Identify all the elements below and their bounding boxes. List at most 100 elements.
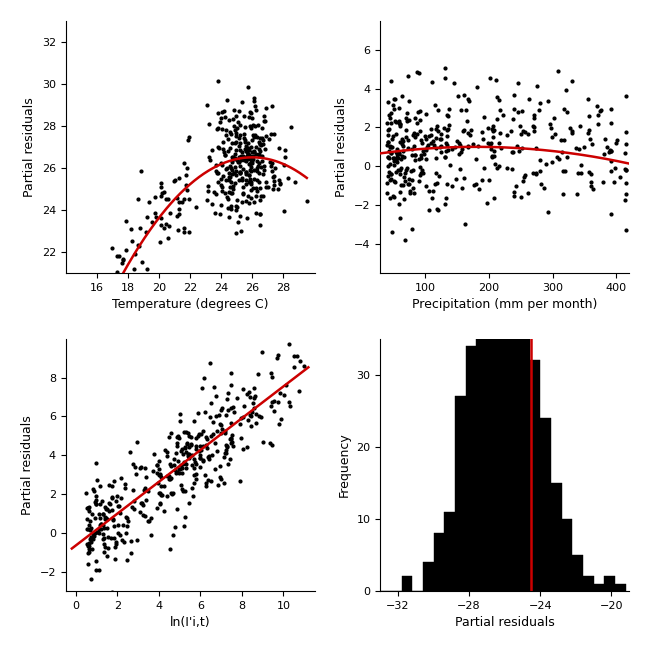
Point [541, 159, 551, 169]
Point [240, 196, 251, 206]
X-axis label: Precipitation (mm per month): Precipitation (mm per month) [412, 298, 597, 311]
Point [246, 135, 257, 146]
Point [443, 145, 453, 155]
Point [244, 120, 255, 131]
Point [200, 407, 211, 417]
Point [255, 412, 266, 423]
Point [612, 135, 622, 146]
Point [272, 183, 283, 194]
Point [509, 104, 519, 114]
Point [412, 67, 423, 77]
Point [94, 524, 104, 534]
Bar [455, 396, 465, 591]
Point [206, 398, 216, 408]
Point [82, 514, 92, 525]
Point [162, 233, 173, 243]
Point [159, 506, 169, 516]
Point [101, 513, 111, 523]
Point [242, 191, 253, 202]
Point [138, 510, 148, 520]
Point [105, 533, 116, 543]
X-axis label: ln(I'i,t): ln(I'i,t) [170, 616, 211, 629]
Point [226, 417, 237, 428]
Point [252, 156, 262, 166]
Point [226, 129, 237, 139]
Point [116, 257, 127, 268]
Point [99, 539, 109, 549]
Point [441, 192, 452, 203]
Point [558, 135, 569, 146]
Point [243, 149, 254, 159]
Point [222, 203, 233, 214]
Point [169, 460, 179, 470]
Point [265, 438, 276, 448]
Point [517, 106, 527, 116]
Point [248, 151, 259, 161]
Point [386, 168, 396, 179]
Point [257, 156, 267, 166]
Point [229, 105, 239, 115]
Point [111, 537, 121, 547]
Point [236, 151, 246, 161]
Point [99, 547, 109, 558]
Point [389, 104, 399, 114]
Point [140, 227, 151, 237]
Point [84, 520, 94, 530]
Point [85, 372, 96, 382]
Point [246, 179, 256, 189]
Point [231, 130, 241, 140]
Point [255, 220, 265, 230]
Point [512, 141, 522, 151]
Point [187, 460, 198, 471]
Point [239, 136, 250, 147]
Point [502, 130, 512, 140]
Point [82, 368, 92, 378]
Point [252, 165, 262, 176]
Point [172, 503, 182, 514]
Point [173, 456, 183, 466]
Point [463, 96, 474, 107]
Point [245, 107, 255, 118]
Point [107, 492, 117, 502]
Point [249, 92, 259, 103]
Point [113, 528, 124, 538]
Point [255, 183, 265, 193]
Point [218, 144, 228, 154]
Point [94, 565, 104, 575]
Point [156, 481, 166, 491]
Point [261, 103, 272, 113]
Point [405, 188, 415, 199]
Point [118, 255, 129, 266]
Point [225, 172, 235, 182]
Point [213, 168, 223, 178]
Point [489, 193, 500, 203]
Point [232, 202, 242, 212]
Point [489, 150, 500, 161]
Point [153, 464, 164, 474]
Point [207, 200, 218, 210]
Point [201, 439, 211, 450]
Point [216, 420, 227, 430]
Point [384, 109, 394, 120]
Point [170, 522, 181, 532]
Point [242, 147, 252, 157]
Point [81, 488, 92, 498]
Point [392, 152, 402, 162]
Point [226, 188, 237, 199]
Point [272, 350, 283, 360]
Point [227, 441, 238, 451]
Point [506, 147, 517, 157]
Point [514, 146, 525, 156]
Point [80, 351, 90, 361]
Point [543, 206, 554, 216]
Point [621, 188, 631, 199]
Point [605, 145, 616, 155]
Point [269, 406, 280, 416]
Point [233, 117, 244, 127]
Point [250, 129, 261, 140]
Point [237, 172, 247, 183]
Point [403, 135, 413, 146]
Point [205, 411, 215, 422]
Point [443, 111, 453, 122]
Point [233, 140, 244, 151]
